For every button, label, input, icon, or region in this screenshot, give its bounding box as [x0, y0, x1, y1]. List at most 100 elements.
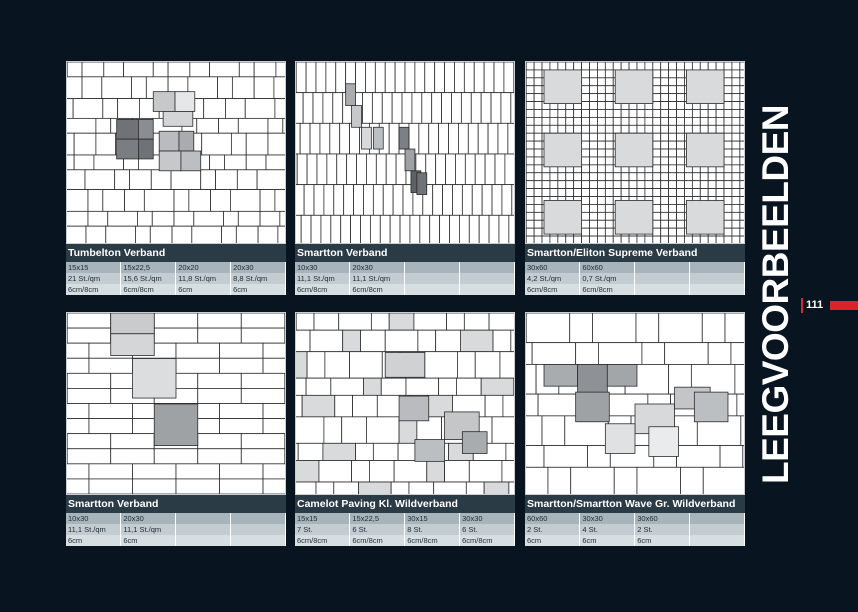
- paver-stone: [589, 140, 598, 150]
- paver-stone: [581, 172, 590, 182]
- card-smartton-wave: Smartton/Smartton Wave Gr. Wildverband 6…: [525, 312, 745, 546]
- paver-stone: [67, 98, 74, 119]
- paver-stone: [691, 124, 701, 134]
- paver-stone: [526, 124, 535, 134]
- paver-stone: [715, 116, 725, 126]
- paver-stone: [365, 62, 376, 94]
- paver-stone: [533, 101, 543, 110]
- paver-stone: [72, 98, 104, 119]
- paver-stone: [628, 172, 638, 182]
- spec-cell: [230, 524, 286, 535]
- paver-stone: [116, 138, 139, 160]
- paver-stone: [468, 214, 480, 243]
- paver-stone: [652, 180, 662, 189]
- paver-stone: [526, 93, 535, 102]
- paver-stone: [707, 124, 717, 134]
- paver-stone: [604, 172, 614, 182]
- paver-stone: [541, 62, 551, 71]
- paver-stone: [731, 116, 741, 126]
- paver-stone: [303, 184, 315, 216]
- paver-stone: [67, 342, 90, 359]
- paver-stone: [110, 333, 155, 356]
- paver-stone: [731, 180, 741, 189]
- paver-stone: [676, 62, 685, 71]
- paver-stone: [384, 62, 396, 94]
- paver-stone: [322, 92, 334, 124]
- paver-stone: [589, 204, 598, 213]
- paver-stone: [731, 204, 741, 213]
- paver-stone: [739, 196, 744, 205]
- paver-stone: [668, 148, 677, 158]
- pattern-image: [295, 61, 515, 244]
- paver-stone: [351, 460, 370, 483]
- paver-stone: [676, 109, 685, 118]
- paver-stone: [219, 463, 264, 480]
- paver-stone: [471, 184, 483, 216]
- paver-stone: [723, 148, 733, 158]
- paver-stone: [454, 62, 465, 94]
- paver-stone: [612, 116, 622, 126]
- paver-stone: [597, 62, 606, 71]
- paver-stone: [680, 466, 704, 494]
- pattern-image: [66, 312, 286, 495]
- spec-row: 7 St. 6 St. 8 St. 6 St.: [295, 524, 515, 535]
- spec-table: 30x60 60x60 4,2 St./qm 0,7 St./qm 6cm/8cm 6cm…: [525, 262, 745, 295]
- spec-cell: 20x30: [120, 513, 177, 524]
- page-marker-bar: [830, 301, 858, 310]
- paver-stone: [612, 180, 622, 189]
- paver-stone: [652, 77, 662, 87]
- paver-stone: [501, 460, 514, 483]
- paver-stone: [491, 184, 503, 216]
- paver-stone: [652, 172, 662, 182]
- paver-stone: [604, 77, 614, 87]
- paver-stone: [193, 210, 224, 227]
- paver-stone: [723, 164, 733, 174]
- paver-stone: [253, 76, 275, 99]
- paver-stone: [296, 92, 304, 124]
- paver-stone: [129, 169, 152, 190]
- paver-stone: [636, 235, 646, 243]
- paver-stone: [565, 172, 575, 182]
- paver-stone: [253, 62, 277, 78]
- paver-stone: [245, 154, 267, 171]
- paver-stone: [652, 132, 662, 142]
- paver-stone: [404, 148, 416, 172]
- paver-stone: [589, 156, 598, 166]
- paver-stone: [352, 394, 378, 418]
- paver-stone: [385, 153, 397, 186]
- spec-row: 6cm 6cm: [66, 535, 286, 546]
- paver-stone: [557, 62, 567, 71]
- paver-stone: [543, 200, 582, 235]
- paver-stone: [191, 225, 222, 243]
- paver-stone: [604, 124, 614, 134]
- paver-stone: [296, 394, 303, 418]
- paver-stone: [575, 391, 610, 423]
- paver-stone: [510, 329, 514, 353]
- spec-cell: [175, 535, 232, 546]
- paver-stone: [490, 92, 502, 124]
- paver-stone: [67, 418, 90, 435]
- paver-stone: [362, 92, 373, 124]
- paver-stone: [274, 189, 285, 212]
- paver-stone: [691, 180, 701, 189]
- paver-stone: [526, 109, 535, 118]
- paver-stone: [581, 77, 590, 87]
- paver-stone: [636, 180, 646, 189]
- paver-stone: [597, 148, 606, 158]
- paver-stone: [467, 122, 479, 155]
- paver-stone: [67, 189, 89, 212]
- spec-row: 15x15 15x22,5 20x20 20x30: [66, 262, 286, 273]
- paver-stone: [221, 225, 237, 243]
- spec-row: 2 St. 4 St. 2 St.: [525, 524, 745, 535]
- paver-stone: [137, 210, 153, 227]
- paver-stone: [547, 466, 572, 494]
- paver-stone: [419, 214, 431, 243]
- paver-stone: [296, 329, 311, 353]
- paver-stone: [533, 235, 543, 243]
- paver-stone: [676, 445, 721, 468]
- paver-stone: [240, 433, 285, 450]
- paver-stone: [474, 153, 486, 186]
- paver-stone: [67, 169, 86, 190]
- paver-stone: [668, 180, 677, 189]
- paver-stone: [699, 124, 709, 134]
